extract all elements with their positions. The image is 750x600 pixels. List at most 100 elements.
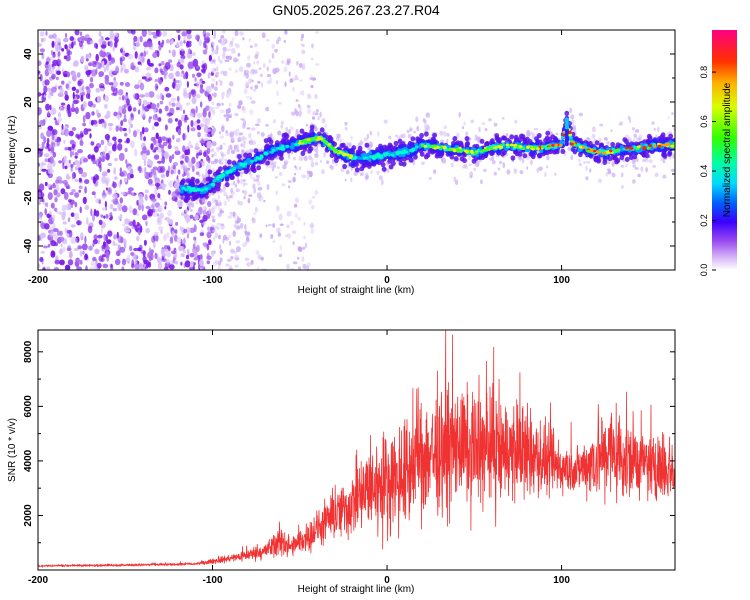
hot-point [596, 150, 600, 154]
noise-point [241, 106, 246, 112]
halo-point [198, 173, 201, 177]
noise-point [99, 50, 104, 57]
ridge-point [227, 159, 232, 165]
noise-point [105, 37, 110, 41]
noise-point [145, 66, 152, 71]
noise-point [67, 245, 71, 251]
hot-point [485, 147, 490, 150]
noise-point [101, 60, 105, 69]
noise-point [195, 142, 199, 149]
ridge-point [410, 136, 416, 142]
noise-point [303, 222, 306, 226]
hot-point [606, 151, 611, 155]
noise-point [55, 76, 59, 81]
ridge-point [187, 185, 191, 189]
halo-point [598, 137, 602, 142]
noise-point [45, 202, 49, 208]
noise-point [207, 226, 211, 231]
noise-point [39, 48, 46, 53]
noise-point [93, 234, 98, 240]
noise-point [179, 64, 184, 70]
noise-point [177, 169, 181, 175]
halo-point [350, 177, 353, 182]
noise-point [156, 94, 160, 100]
noise-point [164, 62, 171, 70]
noise-point [131, 191, 134, 196]
noise-point [132, 208, 138, 216]
noise-point [180, 58, 185, 64]
noise-point [296, 256, 300, 260]
ridge-point [404, 150, 409, 154]
noise-point [294, 77, 299, 81]
noise-point [40, 192, 45, 198]
noise-point [72, 151, 75, 156]
noise-point [266, 73, 271, 78]
halo-point [314, 112, 319, 116]
noise-point [92, 214, 95, 222]
noise-point [286, 210, 292, 217]
noise-point [303, 236, 307, 239]
noise-point [158, 226, 164, 231]
ridge-point [192, 188, 196, 192]
ridge-point [381, 166, 387, 172]
noise-point [205, 164, 211, 170]
noise-point [298, 157, 302, 161]
noise-point [39, 257, 44, 262]
noise-point [80, 55, 85, 63]
noise-point [140, 52, 144, 57]
noise-point [108, 82, 114, 86]
noise-point [205, 118, 210, 126]
halo-point [463, 121, 466, 126]
noise-point [169, 236, 174, 244]
noise-point [97, 238, 101, 245]
noise-point [195, 153, 199, 159]
noise-point [307, 94, 312, 100]
noise-point [105, 63, 110, 71]
noise-point [235, 128, 240, 132]
ridge-point [398, 160, 404, 166]
noise-point [127, 53, 134, 60]
noise-point [126, 137, 130, 144]
noise-point [100, 118, 105, 124]
halo-point [645, 167, 648, 173]
noise-point [171, 102, 176, 107]
noise-point [217, 55, 220, 62]
noise-point [100, 44, 107, 49]
noise-point [137, 109, 141, 115]
noise-point [109, 40, 113, 48]
ridge-point [644, 143, 648, 147]
halo-point [618, 122, 623, 126]
noise-point [103, 233, 106, 242]
noise-point [246, 262, 252, 267]
noise-point [259, 233, 263, 238]
noise-point [59, 230, 63, 237]
noise-point [133, 93, 138, 100]
hot-point [334, 148, 338, 152]
noise-point [243, 137, 247, 141]
halo-point [640, 166, 644, 172]
halo-point [649, 159, 653, 163]
noise-point [43, 136, 46, 144]
noise-point [71, 127, 77, 131]
noise-point [188, 92, 191, 100]
noise-point [212, 261, 217, 267]
noise-point [57, 119, 61, 124]
noise-point [199, 254, 203, 260]
noise-point [154, 67, 159, 74]
noise-point [121, 108, 127, 115]
noise-point [245, 81, 250, 87]
ridge-point [504, 147, 509, 151]
noise-point [214, 158, 219, 163]
ridge-point [480, 154, 486, 160]
noise-point [110, 263, 113, 268]
noise-point [292, 241, 295, 246]
noise-point [64, 128, 69, 137]
halo-point [428, 177, 432, 180]
noise-point [192, 73, 195, 78]
noise-point [247, 198, 251, 204]
noise-point [216, 146, 220, 153]
ridge-point [588, 153, 593, 158]
noise-point [179, 50, 182, 56]
ridge-point [570, 147, 575, 152]
noise-point [126, 98, 130, 106]
